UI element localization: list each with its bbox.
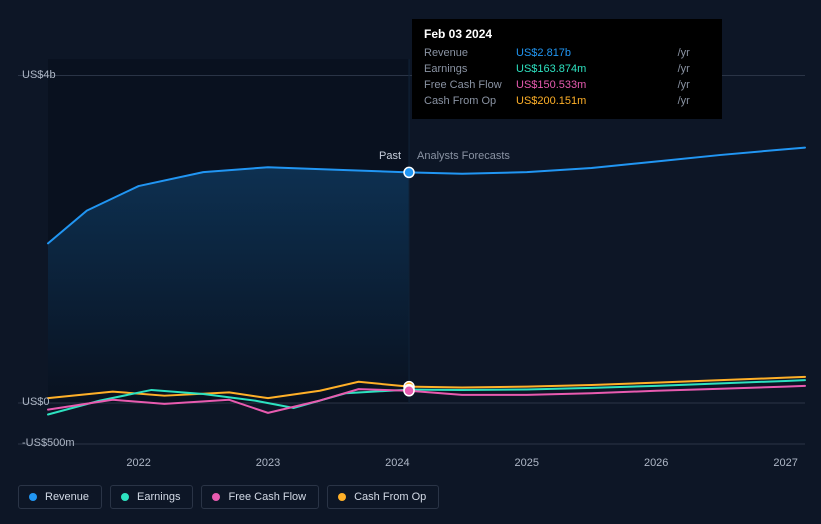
tooltip-metric-label: Revenue [424,45,516,61]
tooltip-metric-unit: /yr [674,45,710,61]
tooltip-metric-value: US$200.151m [516,93,674,109]
tooltip-metric-label: Free Cash Flow [424,77,516,93]
tooltip-metric-value: US$150.533m [516,77,674,93]
x-axis-label: 2023 [256,457,280,469]
tooltip-row: Free Cash FlowUS$150.533m/yr [424,77,710,93]
legend-swatch [29,493,37,501]
y-axis-label: -US$500m [22,437,75,449]
x-axis-label: 2026 [644,457,668,469]
tooltip-metric-value: US$163.874m [516,61,674,77]
tooltip-metric-unit: /yr [674,61,710,77]
tooltip-date: Feb 03 2024 [424,27,710,41]
x-axis-label: 2022 [126,457,150,469]
chart-tooltip: Feb 03 2024 RevenueUS$2.817b/yrEarningsU… [412,19,722,119]
tooltip-metric-unit: /yr [674,93,710,109]
legend-label: Revenue [45,491,89,503]
legend-item-fcf[interactable]: Free Cash Flow [201,485,319,509]
legend-swatch [338,493,346,501]
tooltip-row: EarningsUS$163.874m/yr [424,61,710,77]
y-axis-label: US$0 [22,396,50,408]
tooltip-metric-value: US$2.817b [516,45,674,61]
legend-label: Cash From Op [354,491,426,503]
legend-item-revenue[interactable]: Revenue [18,485,102,509]
chart-legend: Revenue Earnings Free Cash Flow Cash From O… [18,485,439,509]
tooltip-row: Cash From OpUS$200.151m/yr [424,93,710,109]
tooltip-metric-unit: /yr [674,77,710,93]
legend-item-earnings[interactable]: Earnings [110,485,193,509]
legend-swatch [212,493,220,501]
earnings-revenue-chart: Feb 03 2024 RevenueUS$2.817b/yrEarningsU… [0,0,821,524]
legend-label: Earnings [137,491,180,503]
tooltip-metric-label: Earnings [424,61,516,77]
past-section-label: Past [379,150,401,162]
forecast-section-label: Analysts Forecasts [417,150,510,162]
legend-swatch [121,493,129,501]
x-axis-label: 2025 [515,457,539,469]
x-axis-label: 2024 [385,457,409,469]
legend-item-cashfromop[interactable]: Cash From Op [327,485,439,509]
legend-label: Free Cash Flow [228,491,306,503]
tooltip-row: RevenueUS$2.817b/yr [424,45,710,61]
tooltip-rows: RevenueUS$2.817b/yrEarningsUS$163.874m/y… [424,45,710,109]
x-axis-label: 2027 [773,457,797,469]
y-axis-label: US$4b [22,69,56,81]
tooltip-metric-label: Cash From Op [424,93,516,109]
